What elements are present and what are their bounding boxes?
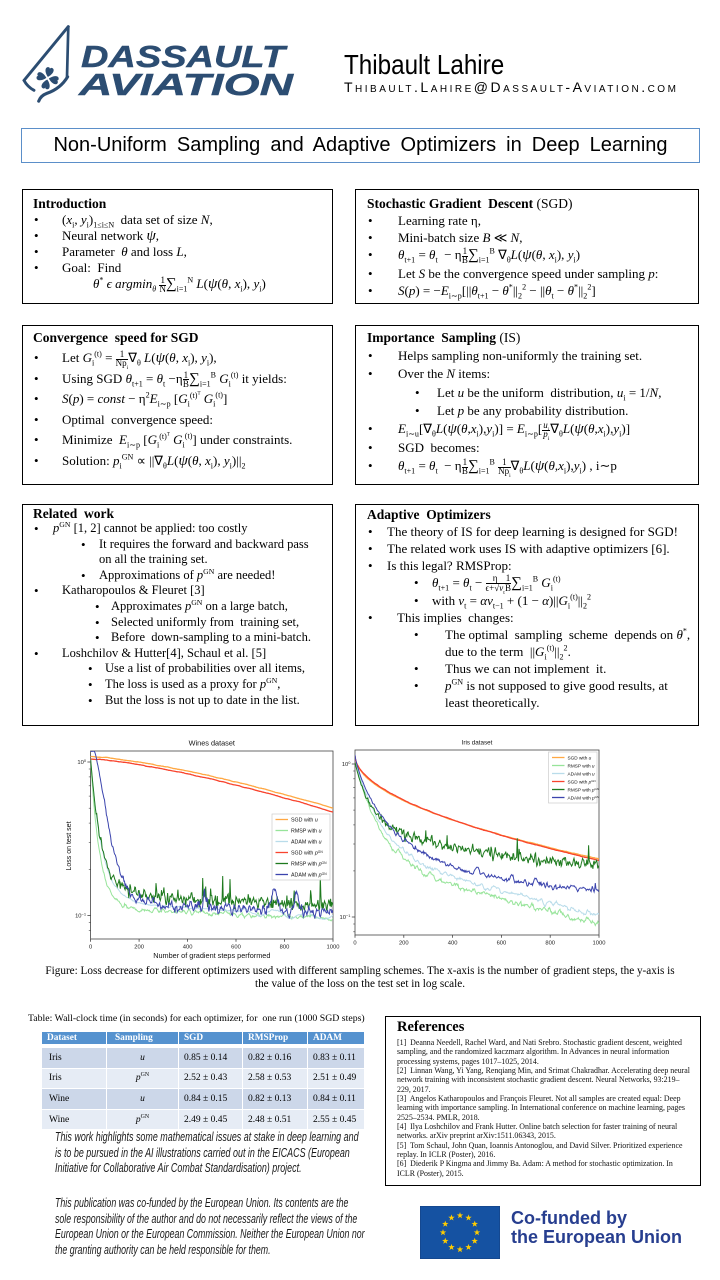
svg-text:200: 200 — [134, 945, 144, 951]
svg-text:SGD with pGN: SGD with pGN — [568, 779, 596, 785]
svg-text:RMSP with u: RMSP with u — [291, 828, 322, 834]
svg-text:RMSP with pGN: RMSP with pGN — [568, 787, 599, 793]
svg-text:SGD with pGN: SGD with pGN — [291, 850, 323, 857]
svg-text:Wines dataset: Wines dataset — [189, 739, 235, 748]
svg-text:0: 0 — [89, 945, 92, 951]
svg-text:Number of gradient steps perfo: Number of gradient steps performed — [153, 951, 270, 960]
svg-text:800: 800 — [280, 945, 290, 951]
svg-text:10−1: 10−1 — [339, 913, 351, 921]
svg-text:100: 100 — [342, 760, 351, 768]
svg-text:RMSP with pGN: RMSP with pGN — [291, 861, 327, 868]
svg-text:Loss on test set: Loss on test set — [66, 821, 73, 870]
svg-text:Iris dataset: Iris dataset — [462, 740, 493, 747]
svg-text:1000: 1000 — [327, 945, 340, 951]
svg-text:0: 0 — [353, 941, 356, 947]
svg-text:200: 200 — [399, 941, 409, 947]
svg-text:ADAM with pGN: ADAM with pGN — [568, 795, 599, 801]
svg-text:400: 400 — [183, 945, 193, 951]
svg-text:ADAM with pGN: ADAM with pGN — [291, 872, 327, 879]
svg-text:600: 600 — [497, 941, 507, 947]
svg-text:100: 100 — [77, 758, 86, 766]
svg-text:SGD with u: SGD with u — [291, 817, 318, 823]
svg-text:10−1: 10−1 — [75, 911, 87, 919]
svg-text:400: 400 — [448, 941, 458, 947]
svg-text:RMSP with u: RMSP with u — [568, 763, 595, 768]
svg-text:600: 600 — [231, 945, 241, 951]
svg-text:ADAM with u: ADAM with u — [291, 839, 322, 845]
svg-text:ADAM with u: ADAM with u — [568, 771, 595, 776]
svg-text:1000: 1000 — [593, 941, 606, 947]
svg-text:DASSAULT: DASSAULT — [81, 40, 288, 74]
svg-text:AVIATION: AVIATION — [77, 68, 294, 102]
svg-text:SGD with u: SGD with u — [568, 755, 592, 760]
svg-text:800: 800 — [545, 941, 555, 947]
